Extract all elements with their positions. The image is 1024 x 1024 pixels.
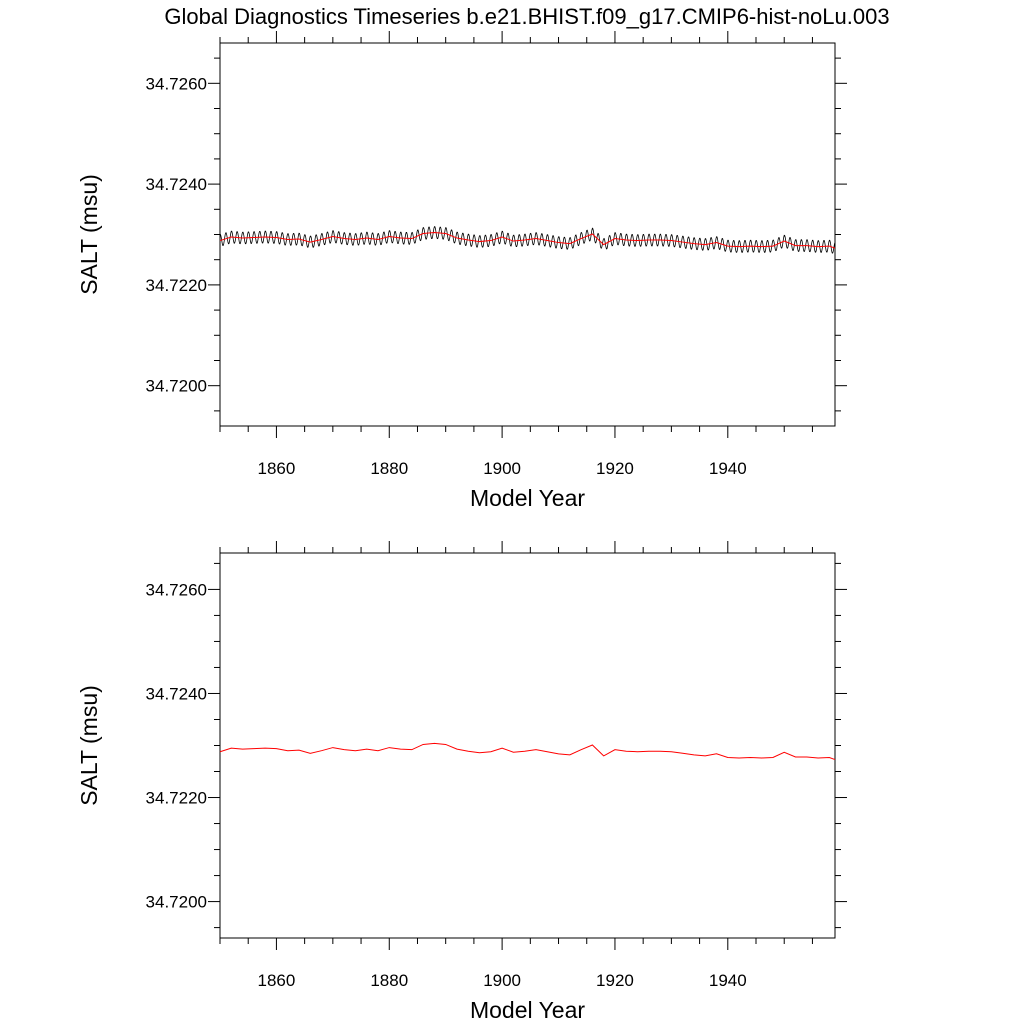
y-tick-label: 34.7260 bbox=[146, 580, 207, 599]
y-axis-label: SALT (msu) bbox=[76, 685, 102, 806]
y-tick-label: 34.7200 bbox=[146, 377, 207, 396]
timeseries-panel-monthly-and-annual: 1860 1880 1900 1920 1940 34.7200 34.7220 34.724… bbox=[76, 31, 847, 511]
y-tick-label: 34.7200 bbox=[146, 893, 207, 912]
figure-title: Global Diagnostics Timeseries b.e21.BHIS… bbox=[164, 4, 889, 29]
x-tick-label: 1920 bbox=[596, 971, 634, 990]
x-axis-label: Model Year bbox=[470, 997, 585, 1023]
y-tick-label: 34.7260 bbox=[146, 74, 207, 93]
series-line-annual bbox=[219, 231, 836, 249]
x-tick-label: 1880 bbox=[370, 459, 408, 478]
x-tick-label: 1900 bbox=[483, 971, 521, 990]
y-tick-label: 34.7240 bbox=[146, 684, 207, 703]
timeseries-panel-annual-mean: 1860 1880 1900 1920 1940 34.7200 34.7220 34.724… bbox=[76, 541, 847, 1023]
y-axis-label: SALT (msu) bbox=[76, 174, 102, 295]
x-tick-label: 1860 bbox=[258, 971, 296, 990]
x-axis-label: Model Year bbox=[470, 485, 585, 511]
y-tick-label: 34.7240 bbox=[146, 175, 207, 194]
x-tick-label: 1860 bbox=[258, 459, 296, 478]
series-line-monthly bbox=[219, 226, 836, 254]
y-tick-label: 34.7220 bbox=[146, 276, 207, 295]
x-tick-label: 1920 bbox=[596, 459, 634, 478]
y-tick-label: 34.7220 bbox=[146, 789, 207, 808]
x-tick-label: 1900 bbox=[483, 459, 521, 478]
x-tick-label: 1940 bbox=[709, 459, 747, 478]
x-tick-label: 1940 bbox=[709, 971, 747, 990]
x-tick-label: 1880 bbox=[370, 971, 408, 990]
series-line-annual bbox=[219, 742, 836, 761]
